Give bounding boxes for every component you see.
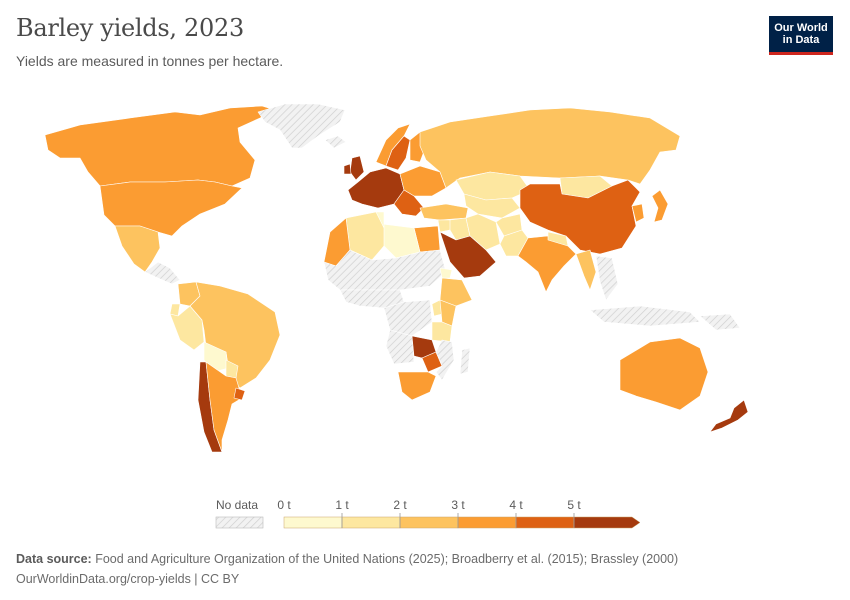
map-region-australia[interactable]	[619, 337, 709, 411]
map-region-central-asia[interactable]	[463, 193, 521, 219]
legend-tick-label: 0 t	[277, 498, 291, 512]
map-region-greenland[interactable]	[257, 103, 346, 149]
map-region-india[interactable]	[517, 235, 577, 293]
map-region-madagascar[interactable]	[459, 347, 471, 375]
legend-bin-3[interactable]	[457, 516, 517, 529]
footer: Data source: Food and Agriculture Organi…	[16, 549, 678, 589]
map-region-ireland[interactable]	[343, 163, 352, 175]
world-map-svg	[44, 103, 749, 453]
legend-tick-label: 2 t	[393, 498, 407, 512]
map-region-south-africa[interactable]	[397, 371, 437, 401]
map-region-japan[interactable]	[651, 189, 669, 223]
map-region-afghanistan[interactable]	[495, 213, 523, 237]
map-region-libya[interactable]	[381, 223, 421, 259]
legend-bin-0[interactable]	[283, 516, 343, 529]
data-source-text: Food and Agriculture Organization of the…	[95, 552, 679, 566]
legend-tick-label: 3 t	[451, 498, 465, 512]
map-region-iceland[interactable]	[324, 135, 347, 149]
map-region-nepal[interactable]	[547, 231, 569, 247]
map-region-central-america[interactable]	[144, 261, 181, 285]
data-source-label: Data source:	[16, 552, 92, 566]
world-map	[0, 95, 850, 470]
legend-bin-4[interactable]	[515, 516, 575, 529]
map-region-saudi-arabia[interactable]	[439, 231, 497, 279]
footer-url-license[interactable]: OurWorldinData.org/crop-yields | CC BY	[16, 572, 240, 586]
map-region-eritrea[interactable]	[439, 267, 453, 279]
page-subtitle: Yields are measured in tonnes per hectar…	[16, 53, 284, 69]
legend-no-data-swatch[interactable]	[215, 516, 264, 529]
map-region-argentina[interactable]	[205, 361, 243, 453]
map-region-china[interactable]	[519, 179, 641, 255]
map-region-peru[interactable]	[169, 305, 205, 351]
legend-tick-label: 4 t	[509, 498, 523, 512]
legend-svg: No data 0 t 1 t 2 t 3 t 4 t 5 t	[215, 498, 641, 529]
map-region-korea[interactable]	[631, 203, 645, 223]
legend-no-data-label: No data	[216, 498, 258, 512]
legend-bin-5[interactable]	[573, 516, 641, 529]
legend-bin-1[interactable]	[341, 516, 401, 529]
map-region-uruguay[interactable]	[233, 387, 246, 401]
map-legend: No data 0 t 1 t 2 t 3 t 4 t 5 t	[210, 497, 650, 537]
owid-logo[interactable]: Our World in Data	[769, 16, 833, 55]
logo-line-2: in Data	[782, 34, 820, 46]
legend-tick-label: 1 t	[335, 498, 349, 512]
logo-line-1: Our World	[774, 22, 828, 34]
legend-bin-2[interactable]	[399, 516, 459, 529]
map-region-turkey[interactable]	[419, 203, 469, 221]
map-region-southeast-asia[interactable]	[595, 255, 619, 301]
map-region-tanzania[interactable]	[431, 321, 453, 343]
data-source-line: Data source: Food and Agriculture Organi…	[16, 549, 678, 569]
page-title: Barley yields, 2023	[16, 14, 244, 42]
map-region-united-kingdom[interactable]	[349, 155, 365, 181]
map-region-mozambique[interactable]	[435, 339, 455, 381]
map-region-russia[interactable]	[419, 107, 681, 189]
map-region-canada[interactable]	[44, 105, 276, 187]
map-region-indonesia[interactable]	[589, 305, 701, 327]
map-region-ethiopia[interactable]	[439, 277, 473, 307]
map-region-papua-new-guinea[interactable]	[699, 313, 741, 331]
map-region-mexico[interactable]	[114, 225, 161, 273]
map-region-new-zealand[interactable]	[709, 399, 749, 433]
legend-tick-label: 5 t	[567, 498, 581, 512]
map-region-myanmar[interactable]	[575, 249, 597, 291]
map-region-angola[interactable]	[385, 329, 415, 365]
